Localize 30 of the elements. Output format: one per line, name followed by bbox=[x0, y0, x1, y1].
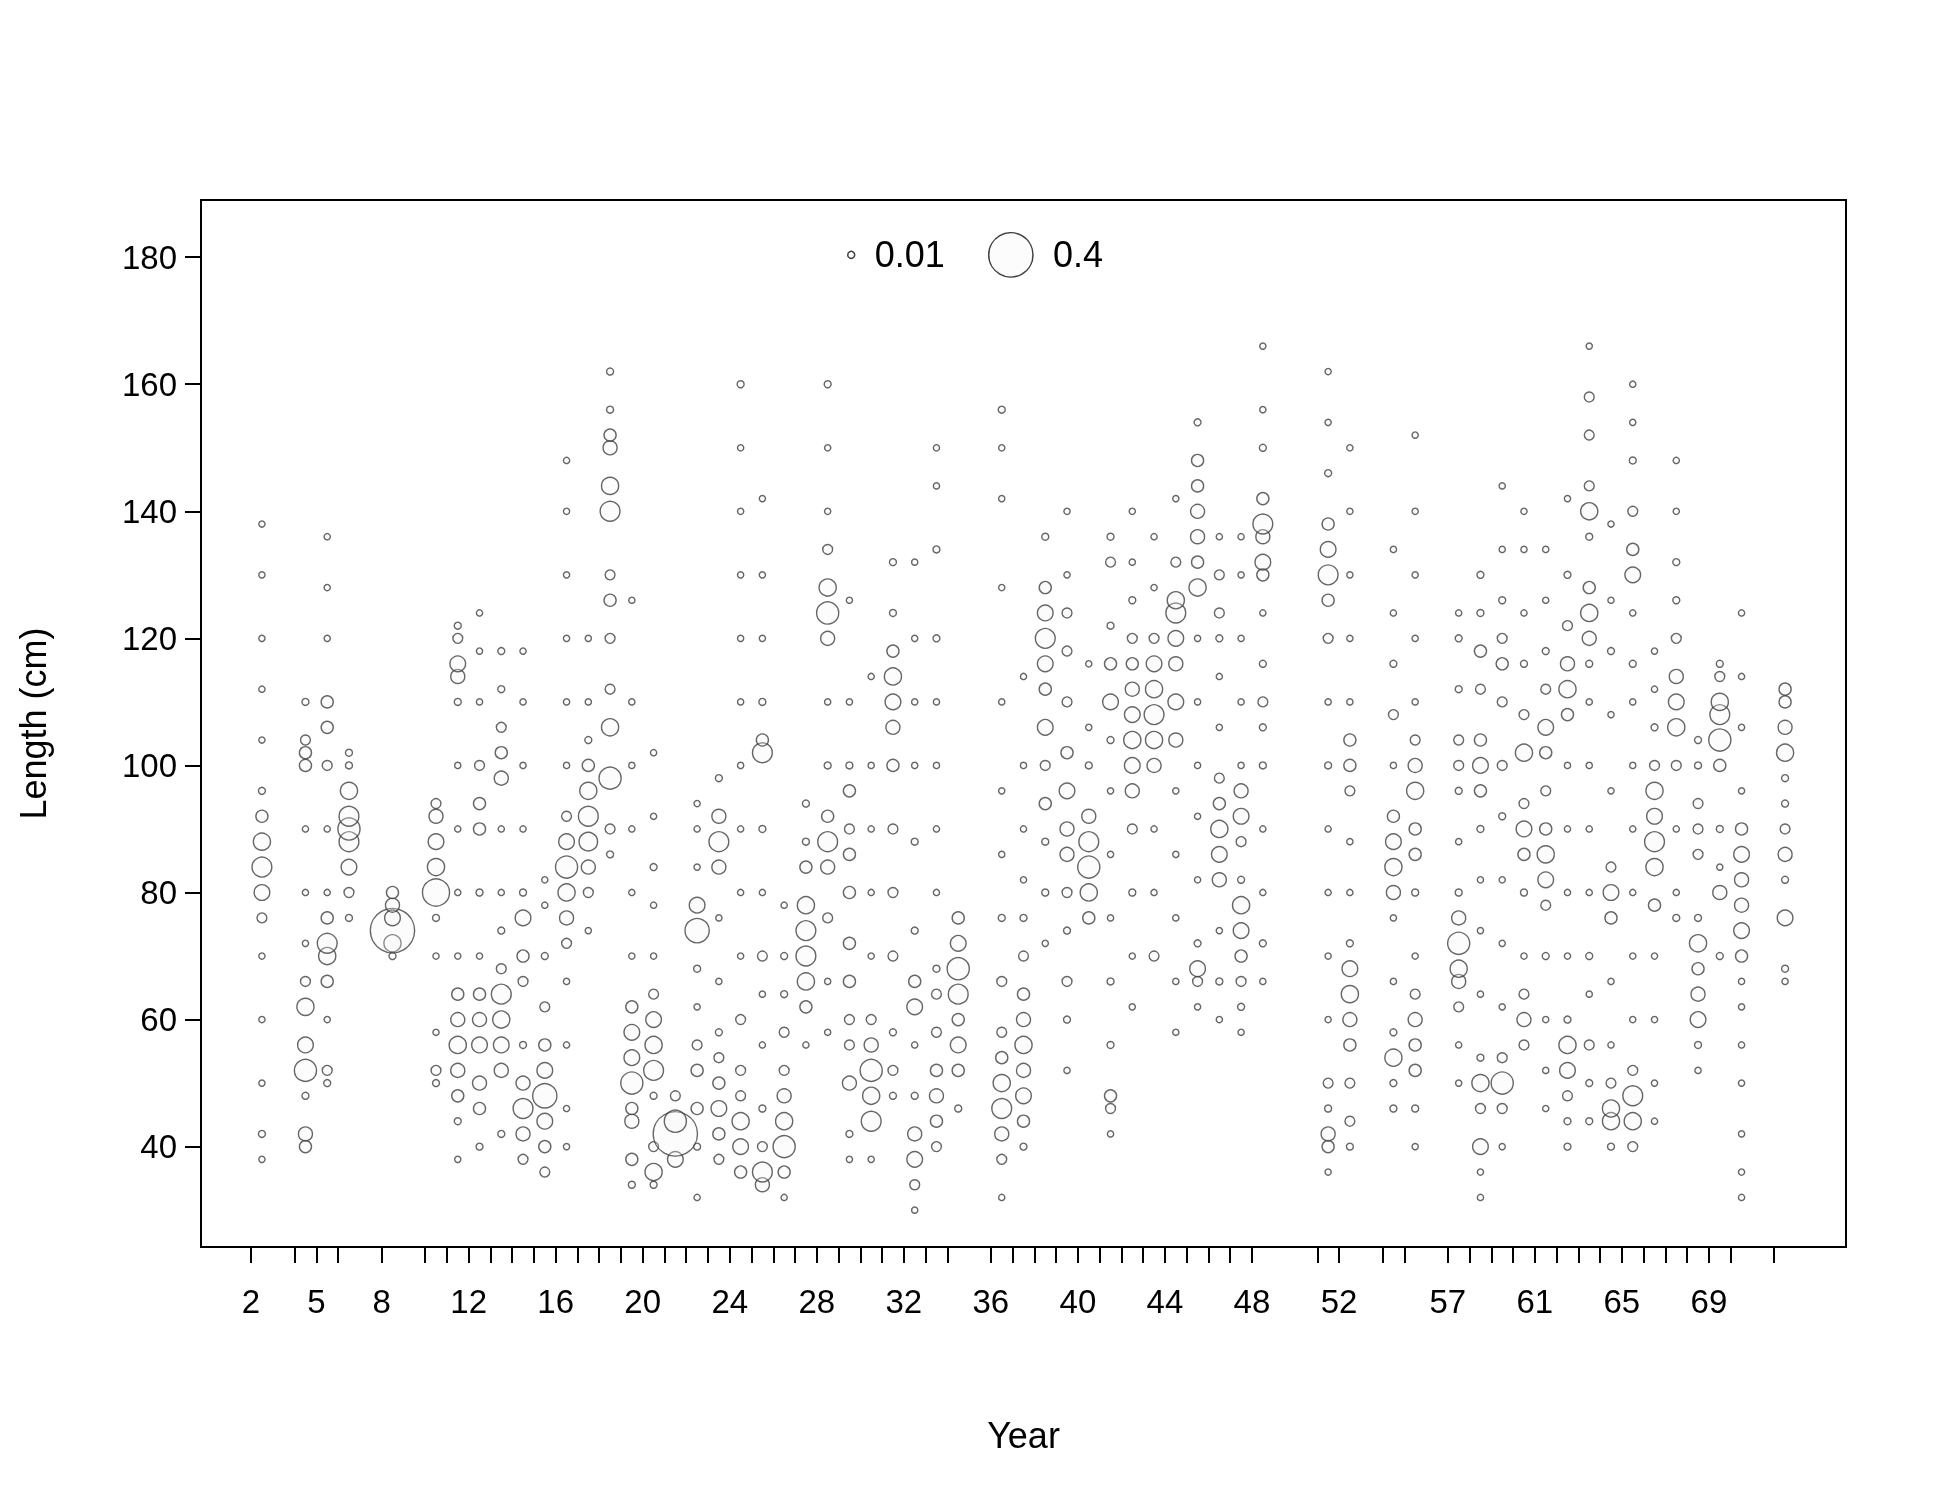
x-tick-label: 20 bbox=[624, 1283, 662, 1320]
x-tick-label: 24 bbox=[711, 1283, 749, 1320]
x-tick-label: 40 bbox=[1059, 1283, 1097, 1320]
x-tick-label: 44 bbox=[1146, 1283, 1184, 1320]
x-tick-label: 8 bbox=[372, 1283, 391, 1320]
x-tick-label: 32 bbox=[885, 1283, 923, 1320]
x-tick-label: 16 bbox=[537, 1283, 575, 1320]
x-tick-label: 5 bbox=[307, 1283, 326, 1320]
legend-label: 0.01 bbox=[874, 234, 945, 276]
x-tick-label: 48 bbox=[1233, 1283, 1271, 1320]
x-tick-label: 61 bbox=[1516, 1283, 1554, 1320]
y-tick-label: 60 bbox=[140, 1001, 177, 1039]
x-tick-label: 36 bbox=[972, 1283, 1010, 1320]
y-tick-label: 40 bbox=[140, 1128, 177, 1166]
y-tick-label: 100 bbox=[121, 746, 177, 784]
x-tick-label: 52 bbox=[1320, 1283, 1358, 1320]
y-tick-label: 180 bbox=[121, 238, 177, 276]
y-tick-label: 120 bbox=[121, 619, 177, 657]
x-axis-title: Year bbox=[987, 1414, 1060, 1456]
x-tick-label: 57 bbox=[1429, 1283, 1467, 1320]
y-tick-label: 140 bbox=[121, 492, 177, 530]
y-tick-label: 160 bbox=[121, 365, 177, 403]
x-tick-label: 28 bbox=[798, 1283, 836, 1320]
y-tick-label: 80 bbox=[140, 873, 177, 911]
x-tick-label: 65 bbox=[1603, 1283, 1641, 1320]
x-tick-label: 12 bbox=[450, 1283, 487, 1320]
legend-label: 0.4 bbox=[1052, 234, 1104, 276]
x-tick-label: 69 bbox=[1690, 1283, 1728, 1320]
x-tick-label: 2 bbox=[241, 1283, 261, 1320]
y-axis-title: Length (cm) bbox=[12, 627, 54, 820]
